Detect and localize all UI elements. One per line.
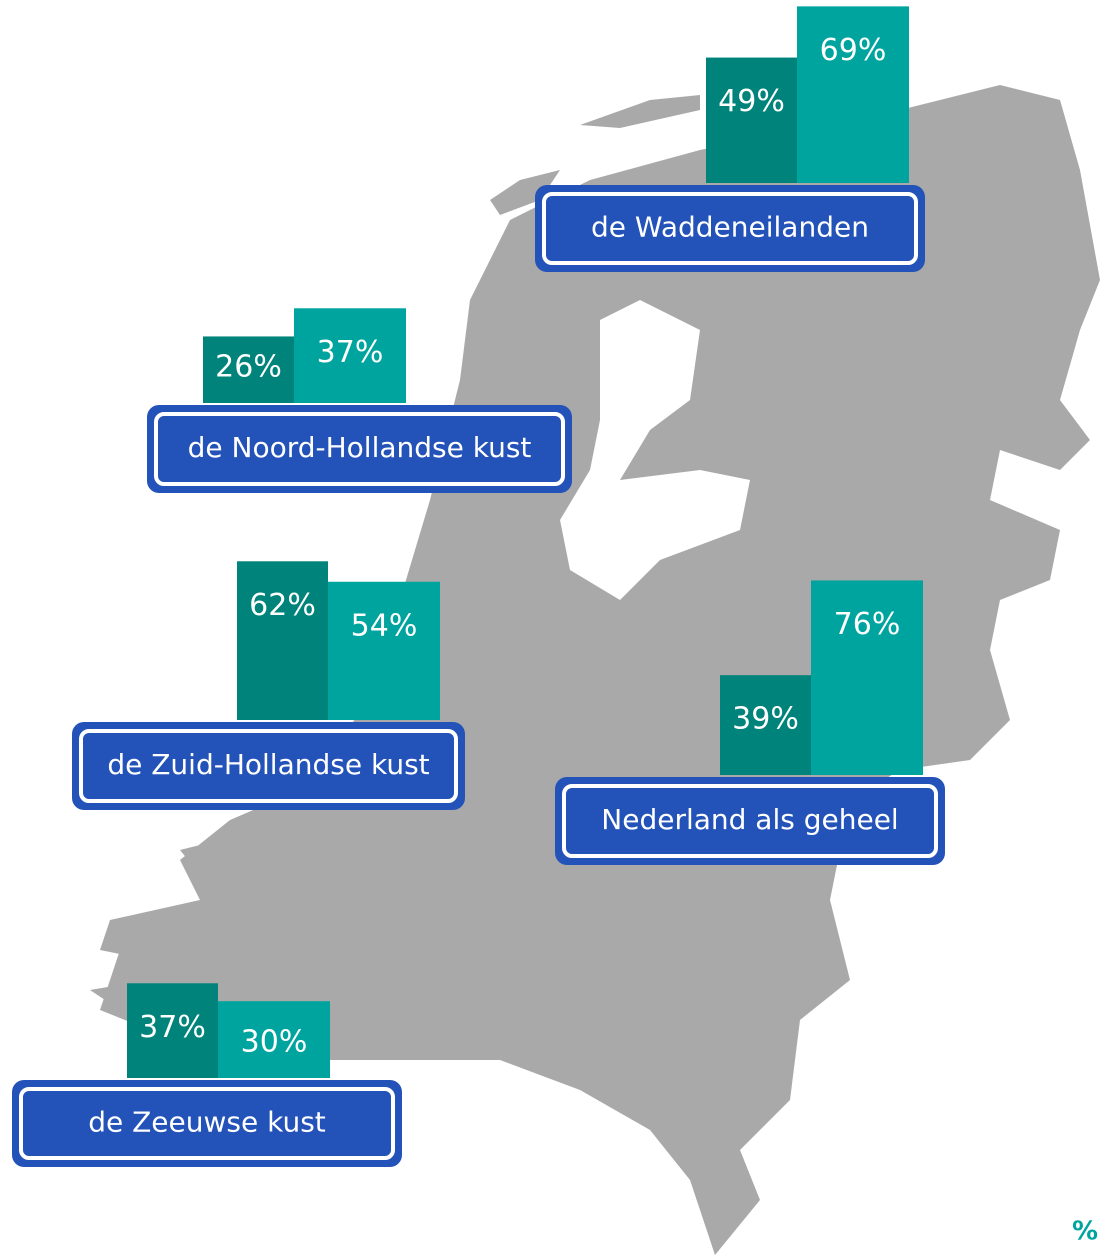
bar: [294, 308, 406, 403]
label-box-border: [542, 192, 918, 265]
label-box-border: [19, 1087, 395, 1160]
wadden-island: [490, 170, 560, 215]
value-label: 69%: [820, 33, 887, 68]
value-label: 26%: [215, 350, 282, 385]
zeeland-island: [180, 835, 290, 880]
bar: [706, 57, 797, 184]
region-name: de Waddeneilanden: [591, 211, 869, 244]
ijsselmeer: [560, 300, 750, 600]
value-label: 39%: [732, 702, 799, 737]
bar: [218, 1001, 330, 1078]
label-box: [12, 1080, 402, 1167]
bar: [203, 336, 294, 403]
bar: [811, 580, 923, 775]
value-label: 49%: [718, 84, 785, 119]
region-name: de Noord-Hollandse kust: [188, 431, 532, 464]
label-box-border: [154, 412, 565, 486]
unit-label: %: [1072, 1217, 1098, 1247]
mainland: [100, 85, 1100, 1255]
region-name: Nederland als geheel: [601, 803, 898, 836]
bar: [328, 581, 440, 720]
map: [90, 85, 1100, 1255]
bar: [720, 675, 811, 775]
bar: [127, 983, 218, 1078]
bar: [797, 6, 909, 183]
zeeland-island: [100, 900, 230, 960]
value-label: 30%: [241, 1025, 308, 1060]
label-box: [147, 405, 572, 493]
label-box: [72, 722, 465, 810]
bar: [237, 561, 328, 720]
value-label: 62%: [249, 588, 316, 623]
regions: 49% 69% de Waddeneilanden 26% 37% de Noord-Ho…: [12, 6, 945, 1167]
label-box: [535, 185, 925, 272]
value-label: 37%: [139, 1010, 206, 1045]
label-box: [555, 777, 945, 865]
region-name: de Zuid-Hollandse kust: [107, 748, 429, 781]
region-name: de Zeeuwse kust: [88, 1106, 326, 1139]
label-box-border: [562, 784, 938, 858]
wadden-island: [580, 95, 700, 128]
value-label: 37%: [317, 335, 384, 370]
label-box-border: [79, 729, 458, 803]
value-label: 76%: [834, 607, 901, 642]
value-label: 54%: [351, 608, 418, 643]
